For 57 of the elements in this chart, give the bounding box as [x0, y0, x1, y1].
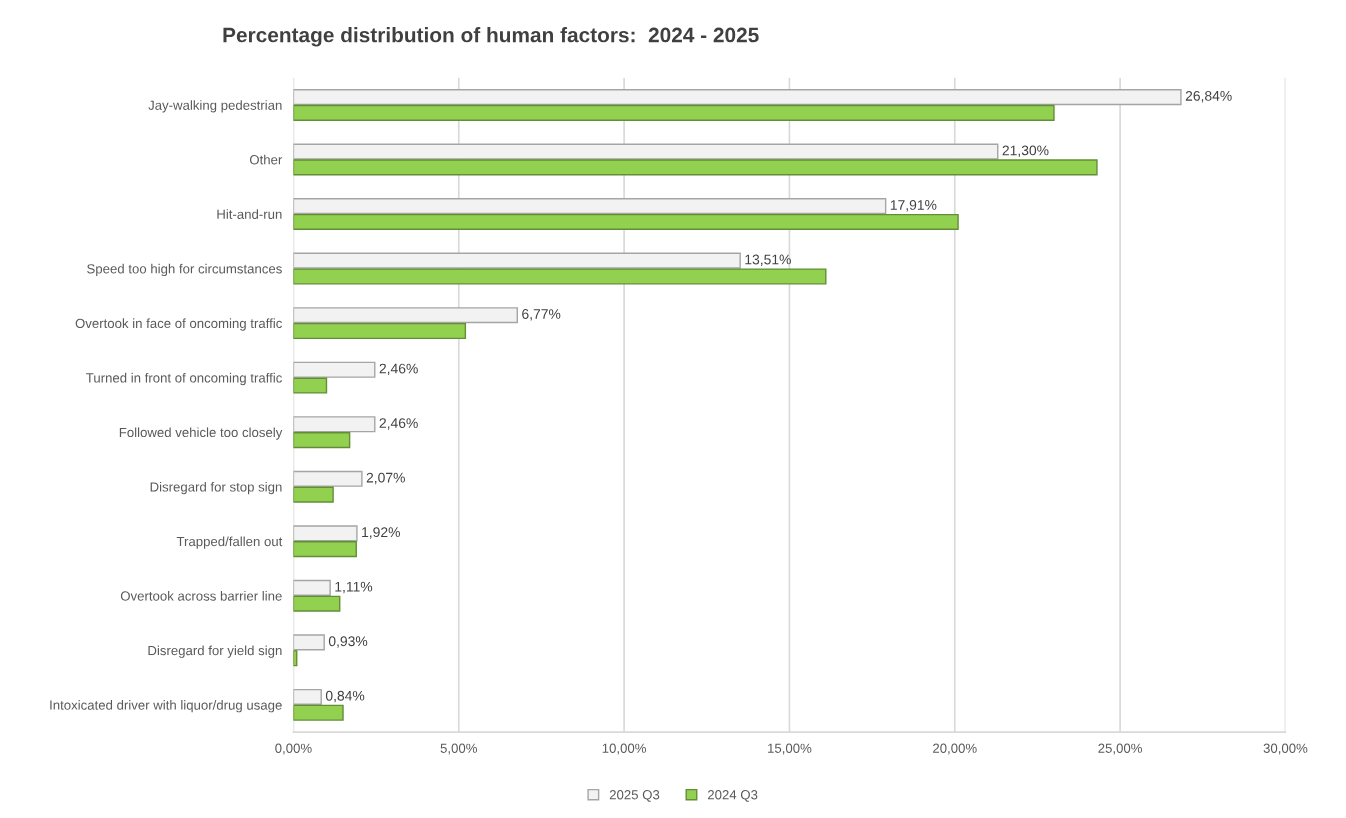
y-tick-label: Hit-and-run [217, 209, 282, 219]
data-label: 0,84% [325, 690, 365, 703]
bar [293, 634, 325, 651]
bar [293, 470, 363, 487]
data-label: 17,91% [890, 200, 937, 212]
bar [293, 89, 1182, 106]
x-tick-label: 30,00% [1263, 743, 1308, 755]
x-tick-label: 20,00% [933, 743, 977, 755]
data-label: 26,84% [1185, 90, 1232, 103]
bar [293, 159, 1098, 176]
legend-label: 2025 Q3 [609, 790, 660, 802]
bar [293, 486, 334, 503]
bar [293, 307, 518, 324]
x-tick-label: 10,00% [602, 743, 646, 755]
data-label: 2,07% [366, 472, 405, 485]
chart-title: Percentage distribution of human factors: 2024 - 2025 [223, 27, 759, 47]
y-tick-label: Disregard for stop sign [150, 481, 282, 495]
y-tick-label: Intoxicated driver with liquor/drug usage [50, 700, 282, 713]
y-tick-label: Other [249, 154, 283, 165]
data-label: 2,46% [379, 418, 418, 430]
bar [293, 322, 467, 340]
data-label: 2,46% [379, 363, 418, 376]
bar [293, 252, 741, 269]
bar [293, 704, 344, 721]
y-tick-label: Jay-walking pedestrian [148, 100, 282, 113]
bar [293, 198, 887, 215]
y-tick-label: Disregard for yield sign [148, 645, 282, 658]
bar [293, 213, 959, 231]
bar [293, 104, 1055, 121]
bar [293, 361, 376, 378]
y-tick-label: Overtook across barrier line [120, 591, 282, 601]
bar [293, 579, 331, 596]
legend-label: 2024 Q3 [707, 790, 758, 802]
x-tick-label: 0,00% [275, 743, 312, 755]
data-label: 6,77% [522, 309, 561, 321]
bar [293, 416, 376, 433]
x-tick-label: 15,00% [768, 743, 812, 755]
bar [293, 541, 357, 558]
bar [293, 143, 999, 160]
data-label: 0,93% [328, 636, 368, 648]
bar [293, 525, 358, 542]
x-tick-label: 25,00% [1098, 743, 1142, 755]
bar [293, 268, 827, 285]
y-tick-label: Trapped/fallen out [176, 536, 283, 549]
bar [293, 432, 351, 449]
y-tick-label: Speed too high for circumstances [87, 263, 282, 277]
data-label: 21,30% [1002, 145, 1049, 157]
bar [293, 595, 341, 612]
y-tick-label: Overtook in face of oncoming traffic [75, 318, 282, 331]
y-tick-label: Followed vehicle too closely [119, 427, 283, 440]
data-label: 1,92% [362, 527, 400, 539]
data-label: 13,51% [745, 254, 791, 267]
y-tick-label: Turned in front of oncoming traffic [86, 372, 282, 386]
bar [293, 688, 322, 705]
bar [293, 377, 328, 394]
x-tick-label: 5,00% [440, 743, 477, 755]
data-label: 1,11% [335, 581, 373, 594]
